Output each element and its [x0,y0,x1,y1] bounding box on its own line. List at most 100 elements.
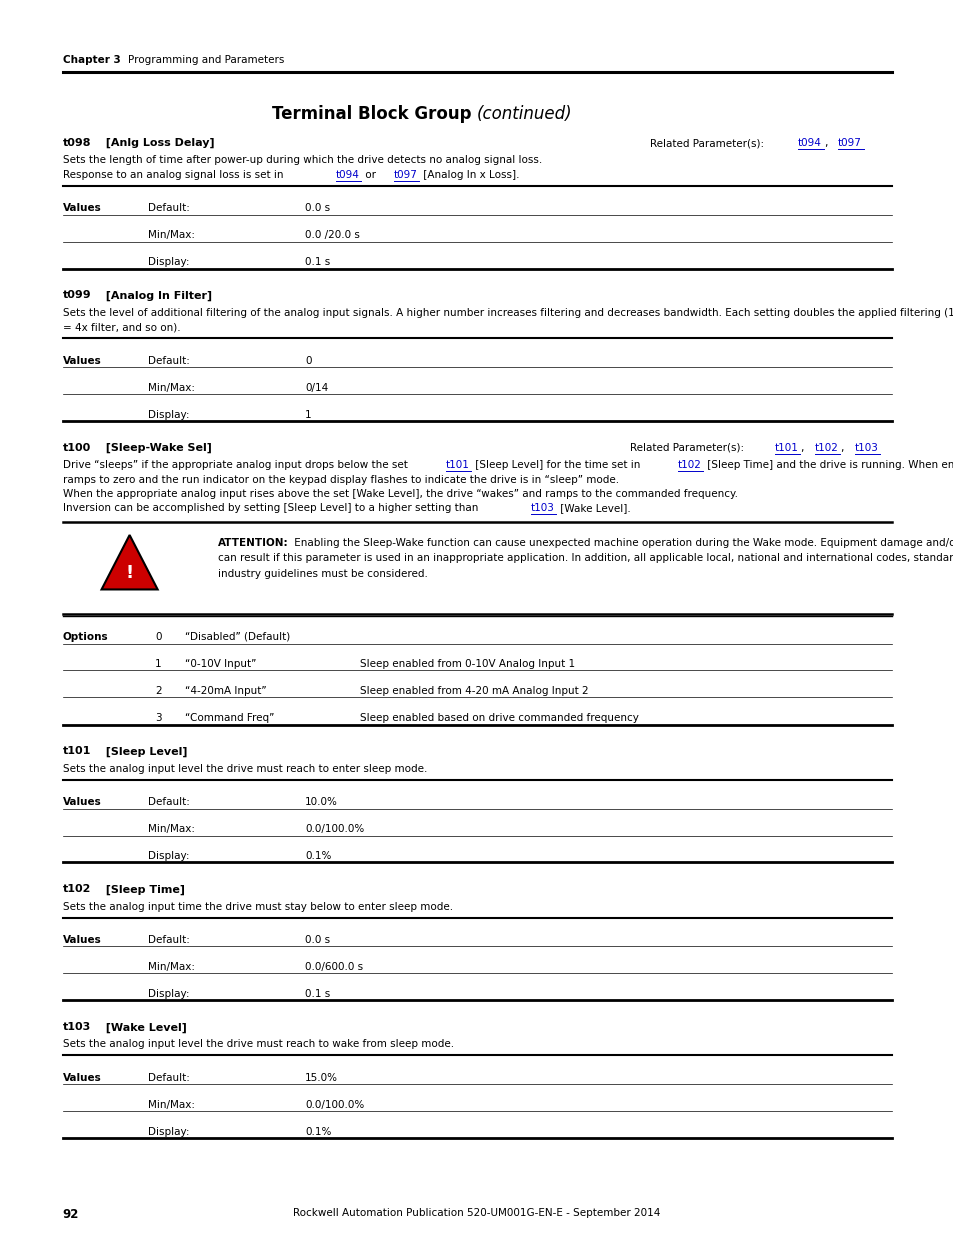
Text: Display:: Display: [148,851,190,861]
Text: Default:: Default: [148,935,190,945]
Text: [Sleep Level] for the time set in: [Sleep Level] for the time set in [471,459,642,471]
Text: can result if this parameter is used in an inappropriate application. In additio: can result if this parameter is used in … [217,553,953,563]
Text: 0.1%: 0.1% [305,1128,331,1137]
Text: 2: 2 [154,685,161,697]
Text: 0.0/100.0%: 0.0/100.0% [305,824,364,834]
Text: Default:: Default: [148,203,190,212]
Text: Default:: Default: [148,797,190,806]
Text: Min/Max:: Min/Max: [148,1100,194,1110]
Text: 0.0/100.0%: 0.0/100.0% [305,1100,364,1110]
Text: Min/Max:: Min/Max: [148,383,194,393]
Text: 3: 3 [154,713,161,722]
Text: t103: t103 [854,443,878,453]
Text: [Wake Level].: [Wake Level]. [556,504,630,514]
Text: 92: 92 [63,1208,79,1221]
Text: t102: t102 [677,459,700,471]
Text: t103: t103 [530,504,554,514]
Text: Terminal Block Group: Terminal Block Group [272,105,476,124]
Text: 10.0%: 10.0% [305,797,337,806]
Text: [Sleep Level]: [Sleep Level] [97,746,187,757]
Text: 0.1 s: 0.1 s [305,257,330,267]
Text: = 4x filter, and so on).: = 4x filter, and so on). [63,322,180,332]
Text: ramps to zero and the run indicator on the keypad display flashes to indicate th: ramps to zero and the run indicator on t… [63,474,618,484]
Text: [Wake Level]: [Wake Level] [97,1023,186,1032]
Text: 1: 1 [154,659,161,669]
Text: “0-10V Input”: “0-10V Input” [185,659,256,669]
Text: Sleep enabled from 4-20 mA Analog Input 2: Sleep enabled from 4-20 mA Analog Input … [359,685,588,697]
Text: t099: t099 [63,290,91,300]
Text: 0.0 /20.0 s: 0.0 /20.0 s [305,230,359,240]
Text: Default:: Default: [148,356,190,366]
Text: Sleep enabled based on drive commanded frequency: Sleep enabled based on drive commanded f… [359,713,639,722]
Text: [Analog In Filter]: [Analog In Filter] [97,290,212,301]
Text: Sets the level of additional filtering of the analog input signals. A higher num: Sets the level of additional filtering o… [63,308,953,317]
Text: Enabling the Sleep-Wake function can cause unexpected machine operation during t: Enabling the Sleep-Wake function can cau… [291,538,953,548]
Text: “Disabled” (Default): “Disabled” (Default) [185,632,290,642]
Text: 0: 0 [305,356,312,366]
Text: t098: t098 [63,138,91,148]
Text: [Sleep Time]: [Sleep Time] [97,884,185,895]
Text: Min/Max:: Min/Max: [148,230,194,240]
Text: Rockwell Automation Publication 520-UM001G-EN-E - September 2014: Rockwell Automation Publication 520-UM00… [293,1208,660,1218]
Text: t100: t100 [63,443,91,453]
Text: t102: t102 [63,884,91,894]
Text: Values: Values [63,203,101,212]
Text: 15.0%: 15.0% [305,1073,337,1083]
Text: When the appropriate analog input rises above the set [Wake Level], the drive “w: When the appropriate analog input rises … [63,489,737,499]
Text: 0.0 s: 0.0 s [305,935,330,945]
Text: Chapter 3: Chapter 3 [63,56,120,65]
Text: Display:: Display: [148,1128,190,1137]
Text: 0/14: 0/14 [305,383,328,393]
Text: industry guidelines must be considered.: industry guidelines must be considered. [217,568,427,578]
Text: Min/Max:: Min/Max: [148,824,194,834]
Text: t097: t097 [394,169,417,179]
Text: 0.1 s: 0.1 s [305,989,330,999]
Text: [Sleep Time] and the drive is running. When entering sleep mode the drive: [Sleep Time] and the drive is running. W… [703,459,953,471]
Text: “Command Freq”: “Command Freq” [185,713,274,722]
Text: Values: Values [63,356,101,366]
Text: ATTENTION:: ATTENTION: [217,538,288,548]
Text: 1: 1 [305,410,312,420]
Text: [Anlg Loss Delay]: [Anlg Loss Delay] [97,138,214,148]
Text: t101: t101 [774,443,798,453]
Text: Related Parameter(s):: Related Parameter(s): [649,138,766,148]
Text: Sleep enabled from 0-10V Analog Input 1: Sleep enabled from 0-10V Analog Input 1 [359,659,575,669]
Text: ,: , [841,443,846,453]
Text: Drive “sleeps” if the appropriate analog input drops below the set: Drive “sleeps” if the appropriate analog… [63,459,411,471]
Text: ,: , [824,138,831,148]
Text: Programming and Parameters: Programming and Parameters [128,56,284,65]
Text: Display:: Display: [148,257,190,267]
Text: Min/Max:: Min/Max: [148,962,194,972]
Text: Sets the analog input level the drive must reach to wake from sleep mode.: Sets the analog input level the drive mu… [63,1040,454,1050]
Text: Default:: Default: [148,1073,190,1083]
Text: Response to an analog signal loss is set in: Response to an analog signal loss is set… [63,169,286,179]
Text: [Sleep-Wake Sel]: [Sleep-Wake Sel] [97,443,212,453]
Text: [Analog In x Loss].: [Analog In x Loss]. [419,169,518,179]
Text: 0.1%: 0.1% [305,851,331,861]
Text: t101: t101 [445,459,469,471]
Text: 0.0 s: 0.0 s [305,203,330,212]
Text: “4-20mA Input”: “4-20mA Input” [185,685,266,697]
Text: (continued): (continued) [476,105,572,124]
Text: 0.0/600.0 s: 0.0/600.0 s [305,962,363,972]
Text: t102: t102 [814,443,838,453]
Text: or: or [361,169,378,179]
Text: !: ! [126,564,133,582]
Text: t097: t097 [837,138,861,148]
Text: Values: Values [63,797,101,806]
Text: Options: Options [63,632,108,642]
Polygon shape [101,535,157,589]
Text: Display:: Display: [148,989,190,999]
Text: Values: Values [63,935,101,945]
Text: Sets the length of time after power-up during which the drive detects no analog : Sets the length of time after power-up d… [63,156,541,165]
Text: t094: t094 [797,138,821,148]
Text: Values: Values [63,1073,101,1083]
Text: Display:: Display: [148,410,190,420]
Text: t094: t094 [335,169,359,179]
Text: Related Parameter(s):: Related Parameter(s): [629,443,746,453]
Text: Sets the analog input level the drive must reach to enter sleep mode.: Sets the analog input level the drive mu… [63,763,427,773]
Text: ,: , [801,443,807,453]
Text: Sets the analog input time the drive must stay below to enter sleep mode.: Sets the analog input time the drive mus… [63,902,453,911]
Text: Inversion can be accomplished by setting [Sleep Level] to a higher setting than: Inversion can be accomplished by setting… [63,504,480,514]
Text: t101: t101 [63,746,91,757]
